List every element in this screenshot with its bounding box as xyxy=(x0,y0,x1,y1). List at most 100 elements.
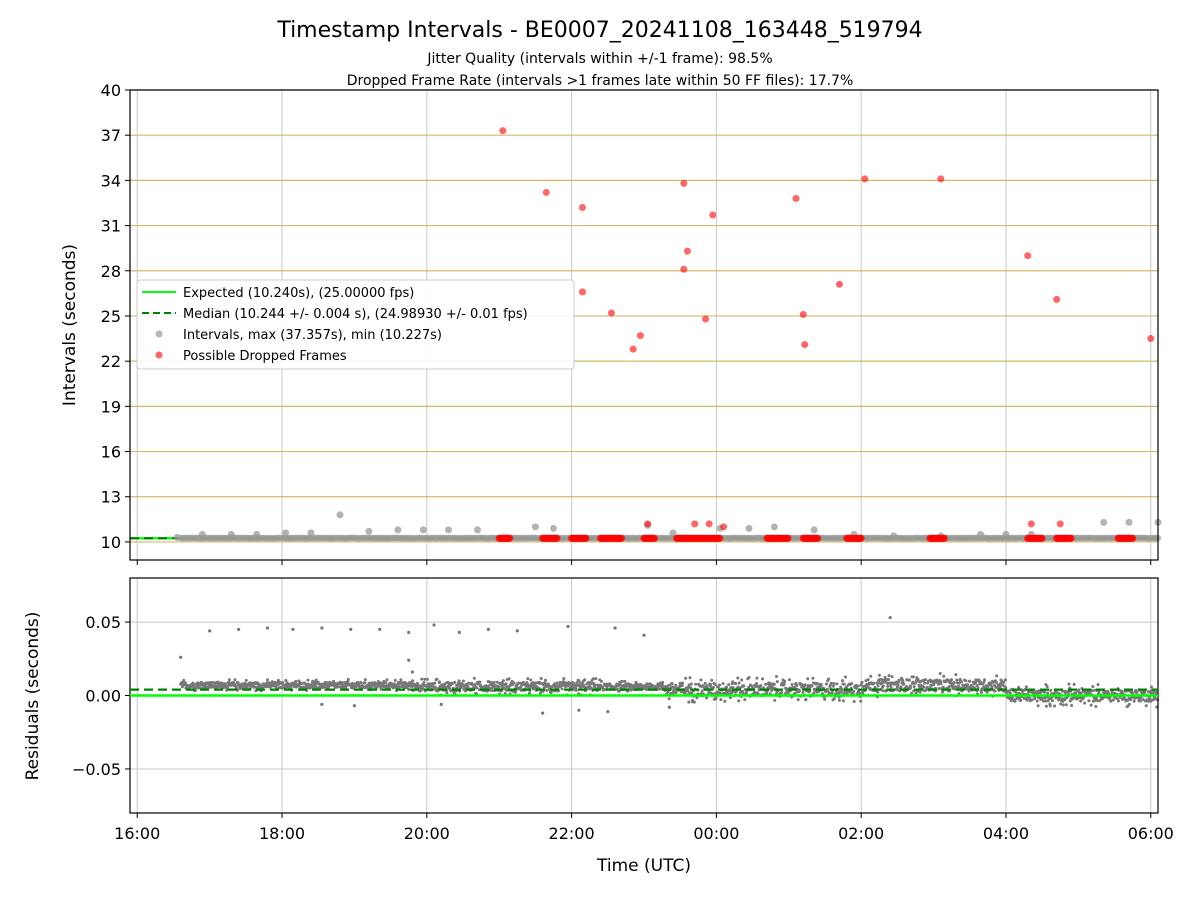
residual-outlier-point xyxy=(642,633,646,637)
residual-point xyxy=(876,684,880,688)
residual-point xyxy=(1023,688,1027,692)
residual-point xyxy=(562,677,566,681)
residual-point xyxy=(623,679,627,683)
residual-point xyxy=(755,682,759,686)
residual-point xyxy=(708,682,712,686)
interval-point xyxy=(336,511,344,519)
dropped-frame-point xyxy=(857,534,865,542)
residual-point xyxy=(896,683,900,687)
residual-point xyxy=(257,682,261,686)
residual-outlier-point xyxy=(208,629,212,633)
residual-point xyxy=(839,685,843,689)
residual-point xyxy=(804,698,808,702)
dropped-frame-point xyxy=(582,534,590,542)
intervals-y-axis-label: Intervals (seconds) xyxy=(60,244,80,406)
interval-point xyxy=(394,526,402,534)
residual-point xyxy=(980,691,984,695)
residual-point xyxy=(695,696,699,700)
residual-point xyxy=(755,676,759,680)
residual-point xyxy=(497,685,501,689)
residual-point xyxy=(670,682,674,686)
residual-point xyxy=(1044,704,1048,708)
interval-point xyxy=(473,526,481,534)
residual-point xyxy=(435,677,439,681)
residual-point xyxy=(661,680,665,684)
residual-point xyxy=(832,697,836,701)
residual-outlier-point xyxy=(349,627,353,632)
residual-point xyxy=(425,677,429,681)
residual-point xyxy=(545,688,549,692)
residual-point xyxy=(1071,697,1075,701)
residual-point xyxy=(457,679,461,683)
residual-point xyxy=(683,690,687,694)
residual-point xyxy=(227,678,231,682)
residual-point xyxy=(1070,703,1074,707)
residual-point xyxy=(737,699,741,703)
residual-point xyxy=(810,684,814,688)
residual-point xyxy=(433,681,437,685)
intervals-y-tick-label: 13 xyxy=(101,488,121,507)
residual-point xyxy=(182,678,186,682)
residual-point xyxy=(918,690,922,694)
residual-point xyxy=(1079,691,1083,695)
residual-point xyxy=(1008,691,1012,695)
residuals-y-axis-label: Residuals (seconds) xyxy=(23,612,43,781)
residual-point xyxy=(351,682,355,686)
residual-point xyxy=(932,681,936,685)
residual-point xyxy=(721,682,725,686)
residuals-y-tick-label: −0.05 xyxy=(72,760,121,779)
residual-outlier-point xyxy=(515,629,519,633)
residual-point xyxy=(686,689,690,693)
residuals-points xyxy=(179,616,1160,715)
residual-point xyxy=(1040,696,1044,700)
residual-point xyxy=(680,684,684,688)
residual-point xyxy=(507,677,511,681)
dropped-frame-point xyxy=(1024,252,1032,260)
residual-outlier-point xyxy=(407,658,411,662)
residual-point xyxy=(714,697,718,701)
residual-point xyxy=(827,691,831,695)
dropped-frame-point xyxy=(709,211,717,219)
residual-point xyxy=(346,677,350,681)
residual-point xyxy=(423,677,427,681)
dropped-frame-point xyxy=(1027,520,1035,528)
interval-point xyxy=(1100,518,1108,526)
residual-point xyxy=(723,699,727,703)
residual-point xyxy=(1135,690,1139,694)
residual-outlier-point xyxy=(667,705,671,709)
residual-point xyxy=(958,677,962,681)
residual-point xyxy=(974,679,978,683)
residual-point xyxy=(243,681,247,685)
residual-point xyxy=(902,682,906,686)
residual-point xyxy=(502,687,506,691)
residual-point xyxy=(968,679,972,683)
residual-point xyxy=(289,685,293,689)
residual-point xyxy=(574,688,578,692)
residuals-y-ticks: 0.05 0.00 −0.05 xyxy=(72,613,130,779)
interval-point xyxy=(531,523,539,531)
residual-point xyxy=(1053,704,1057,708)
interval-point xyxy=(227,530,235,538)
residual-point xyxy=(910,691,914,695)
residual-point xyxy=(284,678,288,682)
residual-point xyxy=(729,686,733,690)
interval-point xyxy=(890,532,898,540)
residual-point xyxy=(591,677,595,681)
residual-point xyxy=(694,682,698,686)
residual-point xyxy=(986,684,990,688)
residual-point xyxy=(602,687,606,691)
dropped-frame-point xyxy=(553,534,561,542)
residual-point xyxy=(448,683,452,687)
residual-point xyxy=(740,678,744,682)
residuals-reference-lines xyxy=(130,688,1158,697)
legend: Expected (10.240s), (25.00000 fps) Media… xyxy=(136,279,575,370)
residual-point xyxy=(710,678,714,682)
residual-point xyxy=(989,682,993,686)
residual-point xyxy=(1083,701,1087,705)
residual-point xyxy=(761,677,765,681)
residual-point xyxy=(512,681,516,685)
intervals-y-tick-label: 22 xyxy=(101,352,121,371)
residual-point xyxy=(1020,690,1024,694)
residuals-y-tick-label: 0.00 xyxy=(85,687,121,706)
residual-point xyxy=(731,686,735,690)
